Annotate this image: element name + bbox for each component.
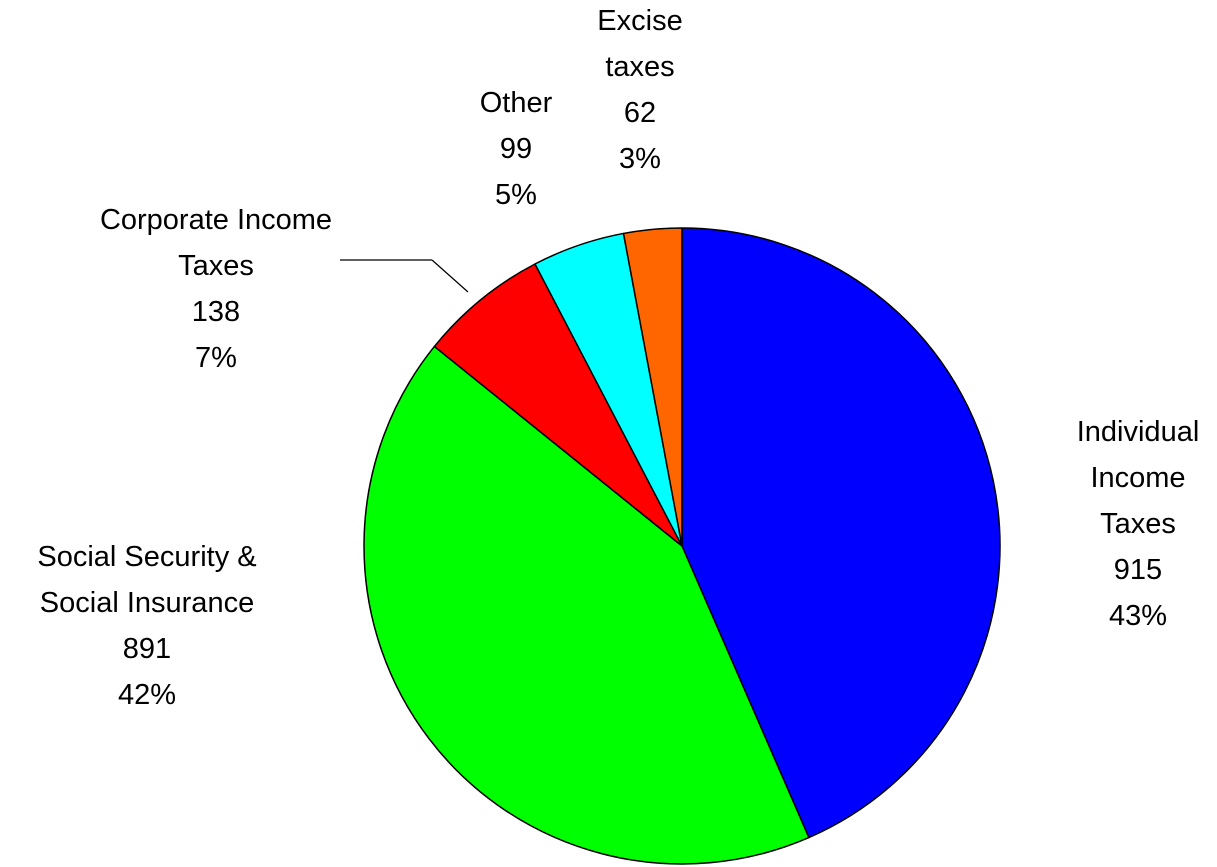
- percent-label-individual-income-taxes: 43%: [1109, 600, 1167, 632]
- slice-labels: Individual Income Taxes 915 43% Social Securi…: [37, 5, 1199, 711]
- slice-individual-income-taxes: [681, 227, 1001, 839]
- value-label-other: 99: [500, 133, 532, 165]
- percent-label-corporate-income-taxes: 7%: [195, 342, 237, 374]
- label-corporate-income-taxes: Corporate Income Taxes 138 7%: [100, 204, 332, 374]
- label-social-security-and-social-insurance: Social Security & Social Insurance 891 42%: [37, 541, 256, 711]
- label-text-social-security-and-social-insurance: Social Security &: [37, 541, 256, 573]
- corporate-income-taxes-leader-line-diagonal: [431, 259, 469, 293]
- value-label-individual-income-taxes: 915: [1114, 554, 1162, 586]
- label-text-corporate-income-taxes: Taxes: [178, 250, 254, 282]
- value-label-corporate-income-taxes: 138: [192, 296, 240, 328]
- label-text-excise-taxes: Excise: [597, 5, 682, 37]
- label-excise-taxes: Excise taxes 62 3%: [597, 5, 682, 175]
- label-text-social-security-and-social-insurance: Social Insurance: [40, 587, 254, 619]
- label-text-corporate-income-taxes: Corporate Income: [100, 204, 332, 236]
- value-label-social-security-and-social-insurance: 891: [123, 633, 171, 665]
- pie-slices: [363, 227, 1001, 865]
- percent-label-excise-taxes: 3%: [619, 143, 661, 175]
- slice-corporate-income-taxes: [433, 263, 683, 547]
- label-text-individual-income-taxes: Taxes: [1100, 508, 1176, 540]
- label-other: Other 99 5%: [480, 87, 553, 211]
- label-individual-income-taxes: Individual Income Taxes 915 43%: [1077, 416, 1200, 632]
- percent-label-other: 5%: [495, 179, 537, 211]
- slice-social-security-and-social-insurance: [363, 345, 810, 865]
- label-text-other: Other: [480, 87, 553, 119]
- label-text-excise-taxes: taxes: [605, 51, 674, 83]
- slice-excise-taxes: [622, 227, 683, 547]
- percent-label-social-security-and-social-insurance: 42%: [118, 679, 176, 711]
- label-text-individual-income-taxes: Individual: [1077, 416, 1200, 448]
- label-text-individual-income-taxes: Income: [1090, 462, 1185, 494]
- value-label-excise-taxes: 62: [624, 97, 656, 129]
